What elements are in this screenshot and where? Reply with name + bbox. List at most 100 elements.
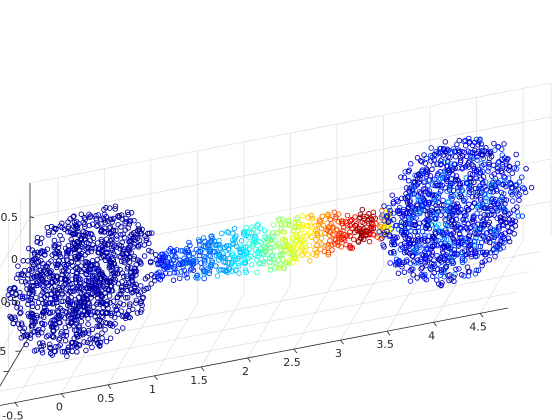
scatter-point [394, 222, 400, 229]
scatter-point [407, 267, 413, 274]
scatter-point [107, 335, 114, 341]
scatter-point [74, 343, 80, 350]
scatter-point [12, 299, 18, 306]
scatter-point [65, 278, 72, 285]
scatter-point [97, 280, 103, 286]
scatter-point [283, 221, 289, 228]
scatter-point [56, 250, 63, 256]
scatter-point [411, 191, 417, 197]
scatter-point [269, 234, 276, 240]
scatter-point [405, 169, 412, 175]
scatter-point [474, 157, 480, 163]
scatter-point [56, 251, 62, 258]
scatter-point [257, 238, 263, 245]
scatter-point [39, 340, 46, 346]
scatter-point [75, 294, 82, 301]
scatter-point [295, 242, 302, 249]
scatter-point [89, 326, 96, 333]
scatter-point [84, 339, 91, 346]
scatter-point [25, 272, 31, 278]
scatter-point [444, 146, 450, 152]
scatter-point [118, 258, 125, 265]
scatter-point [395, 198, 401, 205]
scatter-point [40, 342, 47, 349]
scatter-point [200, 235, 207, 241]
scatter-point [325, 211, 331, 218]
scatter-point [478, 160, 485, 167]
scatter-point [314, 242, 320, 249]
scatter-point [457, 180, 463, 187]
scatter-point [472, 238, 478, 245]
scatter-point [451, 221, 457, 228]
scatter-point [135, 222, 141, 228]
scatter-point [135, 226, 142, 232]
scatter-point [395, 270, 402, 276]
scatter-point [347, 233, 353, 239]
scatter-point [88, 248, 94, 255]
scatter-point [491, 200, 497, 207]
scatter-point [157, 276, 164, 283]
scatter-point [452, 178, 459, 184]
scatter-point [56, 336, 62, 343]
scatter-point [472, 271, 479, 277]
scatter-point [25, 301, 31, 308]
scatter-point [21, 325, 28, 332]
scatter-point [482, 205, 489, 211]
scatter-point [260, 261, 267, 267]
scatter-point [118, 212, 125, 218]
scatter-point [86, 278, 92, 285]
scatter-point [496, 224, 503, 230]
scatter-point [366, 238, 373, 245]
grid-line-z-back [29, 158, 552, 260]
scatter-point [456, 266, 462, 272]
scatter-point [127, 301, 133, 307]
scatter-point [480, 155, 487, 162]
scatter-point [49, 252, 55, 258]
scatter-point [34, 304, 41, 311]
scatter-point [515, 213, 522, 219]
scatter-point [285, 243, 292, 250]
scatter-point [180, 258, 187, 265]
scatter-point [39, 321, 46, 327]
scatter-point [446, 169, 453, 175]
scatter-point [133, 262, 139, 268]
scatter-point [147, 259, 154, 266]
scatter-point [100, 314, 106, 320]
scatter-point [475, 243, 482, 250]
scatter-point [12, 316, 19, 323]
scatter-point [327, 232, 333, 239]
scatter-point [494, 165, 501, 172]
scatter-point [390, 210, 397, 217]
scatter-point [101, 206, 107, 213]
scatter-point [452, 271, 458, 278]
scatter-point [25, 245, 32, 252]
scatter-point [103, 250, 110, 257]
scatter-point [277, 251, 284, 258]
scatter-point [76, 322, 82, 329]
scatter-point [38, 296, 45, 303]
scatter-point [469, 219, 475, 225]
scatter-point [78, 211, 85, 217]
scatter-point [89, 291, 95, 298]
scatter-point [472, 200, 478, 207]
scatter-point [123, 295, 129, 301]
scatter-point [450, 235, 456, 242]
scatter-point [97, 317, 103, 323]
scatter-point [90, 242, 96, 248]
scatter-point [190, 250, 197, 257]
scatter-point [450, 187, 457, 194]
scatter-point [50, 272, 57, 279]
scatter-point [178, 269, 184, 275]
y-tick-label: 0.5 [0, 345, 6, 358]
scatter-point [43, 334, 50, 340]
scatter-point [425, 237, 431, 244]
scatter-point [67, 301, 73, 307]
scatter-point [407, 278, 414, 284]
scatter-point [402, 169, 409, 175]
scatter-point [451, 247, 458, 253]
scatter-point [479, 144, 485, 151]
scatter-point [441, 146, 447, 153]
scatter-point [107, 224, 114, 230]
scatter-point [84, 259, 90, 265]
scatter-point [463, 204, 470, 211]
